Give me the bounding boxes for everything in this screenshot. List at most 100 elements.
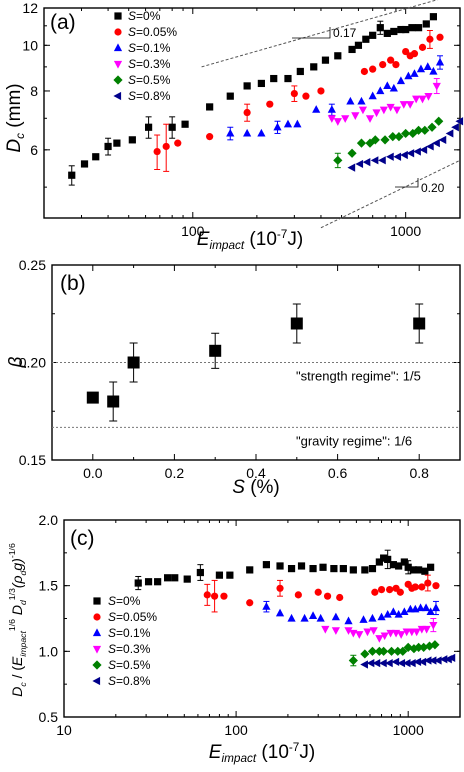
data-point — [246, 599, 254, 607]
legend-a: S=0% S=0.05% S=0.1% S=0.3% S=0.5% S=0.8% — [113, 9, 177, 103]
data-point — [413, 657, 422, 666]
legend-label: S=0.5% — [108, 658, 151, 672]
data-point — [392, 106, 402, 115]
data-point — [386, 586, 394, 594]
series-square — [134, 549, 435, 591]
data-point — [445, 129, 454, 138]
x-tick-label: 0.6 — [328, 465, 348, 481]
data-point — [429, 621, 438, 630]
data-point — [371, 588, 379, 596]
data-point — [360, 649, 370, 659]
legend-label: S=0.3% — [108, 642, 151, 656]
slope-triangle-top — [292, 27, 331, 39]
y-tick-label: 0.15 — [19, 452, 46, 468]
data-point — [293, 119, 302, 128]
data-point — [372, 659, 381, 668]
data-point — [321, 56, 330, 64]
data-point — [92, 153, 100, 161]
legend-marker — [113, 75, 123, 85]
data-point — [439, 655, 448, 664]
data-point — [321, 625, 330, 634]
data-point — [427, 122, 437, 132]
data-point — [435, 57, 445, 66]
data-point — [206, 103, 214, 111]
series-triangle-up — [262, 600, 441, 625]
series-circle — [153, 30, 444, 172]
data-point — [339, 564, 347, 573]
data-point — [257, 128, 266, 137]
data-point — [361, 566, 369, 574]
x-tick-label: 100 — [224, 722, 248, 738]
data-point — [389, 561, 397, 569]
data-point — [367, 646, 378, 656]
series-triangle-down — [327, 78, 441, 126]
data-point — [377, 586, 386, 594]
data-point — [398, 646, 408, 656]
data-point — [431, 603, 441, 612]
y-axis-label-b: β — [6, 356, 27, 368]
x-tick-label: 0.4 — [246, 465, 266, 481]
series-diamond — [348, 640, 440, 667]
data-point — [394, 132, 404, 142]
data-point — [297, 562, 306, 570]
panel-b: 0.0 0.2 0.4 0.6 0.8 0.15 0.20 0.25 "strength reg… — [6, 257, 461, 498]
data-point — [162, 142, 170, 151]
data-point — [226, 92, 234, 100]
data-point — [360, 67, 369, 76]
data-point — [209, 344, 222, 357]
data-point — [421, 567, 429, 575]
data-point — [287, 613, 296, 622]
data-point — [426, 607, 435, 616]
data-point — [327, 115, 336, 123]
data-point — [310, 63, 318, 71]
y-tick-label: 12 — [22, 0, 38, 16]
data-point — [226, 571, 234, 579]
data-point — [357, 96, 366, 105]
data-point — [276, 562, 284, 570]
slope-guide-top — [201, 0, 439, 68]
data-point — [107, 395, 120, 408]
y-tick-label: 10 — [22, 37, 38, 53]
data-point — [383, 609, 392, 618]
data-point — [397, 25, 405, 34]
data-point — [383, 81, 392, 90]
series-triangle-up — [226, 55, 445, 141]
data-point — [362, 35, 370, 43]
series-circle — [203, 574, 440, 613]
data-point — [369, 627, 378, 635]
data-point — [347, 163, 356, 172]
y-tick-label: 0.25 — [19, 257, 46, 273]
data-point — [360, 660, 368, 669]
data-point — [327, 105, 336, 113]
data-point — [412, 628, 421, 637]
data-point — [432, 582, 440, 590]
data-point — [428, 656, 437, 665]
data-point — [400, 607, 409, 616]
panel-a: 100 10006810120.170.20S=0%S=0.05%S=0.1%S=… — [4, 0, 464, 252]
data-point — [413, 125, 424, 135]
data-point — [168, 123, 176, 131]
data-point — [420, 125, 430, 135]
data-point — [392, 61, 400, 69]
legend-label: S=0% — [128, 9, 161, 23]
data-point — [144, 123, 153, 131]
x-axis-label-b: S (%) — [232, 477, 280, 498]
data-point — [372, 109, 381, 118]
data-point — [246, 566, 254, 574]
data-point — [432, 139, 440, 148]
data-point — [370, 156, 379, 165]
data-point — [273, 122, 282, 131]
data-point — [314, 588, 322, 596]
data-point — [323, 592, 332, 600]
data-point — [270, 74, 278, 83]
data-point — [418, 43, 427, 51]
data-point — [302, 92, 310, 100]
data-point — [312, 105, 321, 113]
data-point — [430, 640, 440, 650]
legend-marker — [114, 12, 122, 20]
data-point — [404, 563, 412, 571]
y-tick-label: 0.20 — [19, 355, 46, 371]
data-point — [386, 629, 395, 638]
data-point — [424, 641, 435, 651]
